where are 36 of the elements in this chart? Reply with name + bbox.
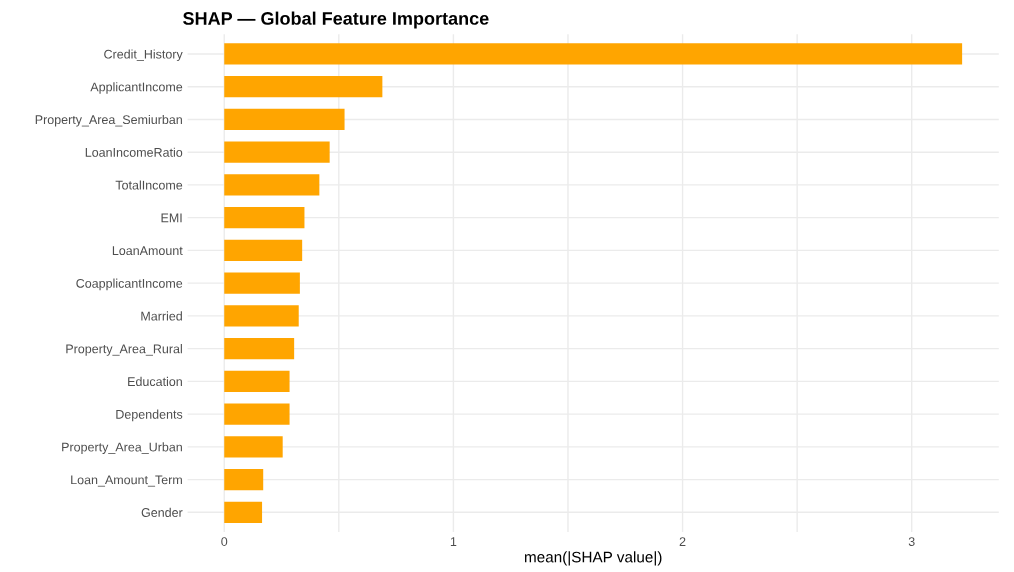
bar [224, 337, 295, 360]
y-tick-label: Education [128, 376, 182, 387]
bar [224, 468, 264, 491]
y-tick-label: Dependents [116, 409, 183, 422]
x-axis-title: mean(|SHAP value|) [524, 551, 662, 566]
x-tick-label: 3 [908, 537, 915, 546]
bar [224, 174, 320, 196]
y-tick-label: LoanIncomeRatio [85, 147, 183, 157]
x-tick-label: 1 [450, 537, 457, 546]
y-tick-label: LoanAmount [112, 246, 183, 256]
y-tick-label: Gender [141, 507, 183, 517]
x-tick-label: 0 [221, 537, 228, 546]
y-tick-label: EMI [161, 213, 182, 223]
bar [224, 436, 283, 458]
bar [224, 141, 330, 163]
y-tick-label: Property_Area_Rural [66, 344, 182, 356]
bar [224, 239, 303, 262]
y-tick-label: TotalIncome [115, 180, 183, 190]
bar [224, 370, 290, 392]
bar [224, 272, 300, 294]
bar [224, 501, 263, 523]
bar [224, 108, 345, 131]
y-tick-label: Loan_Amount_Term [71, 475, 182, 487]
bar [224, 76, 383, 98]
y-tick-label: Property_Area_Urban [62, 442, 182, 454]
y-tick-label: Credit_History [104, 49, 183, 62]
y-tick-label: Married [141, 311, 182, 321]
bar [224, 43, 963, 65]
bar [224, 207, 305, 229]
y-tick-label: CoapplicantIncome [76, 278, 183, 291]
bar [224, 403, 290, 425]
chart-title: SHAP — Global Feature Importance [183, 11, 489, 29]
x-tick-label: 2 [679, 537, 686, 546]
bar [224, 305, 299, 327]
y-tick-label: Property_Area_Semiurban [35, 114, 182, 127]
y-tick-label: ApplicantIncome [90, 82, 183, 94]
